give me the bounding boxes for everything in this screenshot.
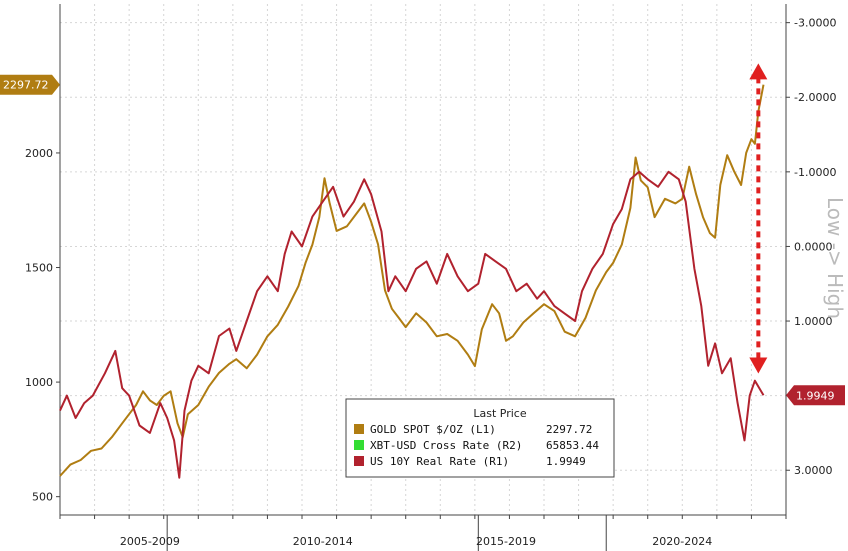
legend-box — [345, 398, 615, 478]
legend-entry-value: 2297.72 — [546, 423, 592, 436]
x-period-label: 2015-2019 — [476, 535, 536, 548]
legend-entry-value: 65853.44 — [546, 439, 599, 452]
right-side-label: Low -> High — [823, 197, 847, 319]
range-annotation — [749, 63, 768, 374]
left-tick-label: 1000 — [25, 376, 53, 389]
x-period-label: 2005-2009 — [120, 535, 180, 548]
legend-entry-name: US 10Y Real Rate (R1) — [370, 455, 509, 468]
legend-entry-name: XBT-USD Cross Rate (R2) — [370, 439, 522, 452]
left-tick-label: 1500 — [25, 262, 53, 275]
legend-swatch — [354, 456, 364, 466]
range-arrow-head-down — [749, 357, 768, 374]
legend-swatch — [354, 440, 364, 450]
range-arrow-head-up — [749, 63, 768, 80]
x-period-label: 2010-2014 — [293, 535, 353, 548]
gold-spot-line — [59, 84, 765, 477]
legend-entry-name: GOLD SPOT $/OZ (L1) — [370, 423, 496, 436]
right-tick-label: -1.0000 — [794, 166, 836, 179]
x-axis: 2005-2009 2010-2014 2015-2019 2020-2024 — [59, 515, 787, 548]
right-tick-label: 1.0000 — [794, 315, 833, 328]
x-period-label: 2020-2024 — [652, 535, 712, 548]
legend-title: Last Price — [473, 407, 526, 420]
left-tick-label: 2000 — [25, 147, 53, 160]
right-tick-label: -2.0000 — [794, 91, 836, 104]
left-tick-label: 500 — [32, 491, 53, 504]
left-last-value-tag — [0, 74, 60, 95]
left-last-value-text: 2297.72 — [3, 79, 49, 92]
legend: Last Price GOLD SPOT $/OZ (L1) 2297.72 XBT-… — [345, 398, 615, 478]
us-10y-real-rate-line — [59, 170, 765, 479]
period-separators — [166, 515, 607, 551]
right-last-value-tag — [786, 385, 845, 406]
series-lines — [59, 84, 765, 479]
right-last-value-text: 1.9949 — [796, 389, 835, 402]
right-tick-label: 3.0000 — [794, 464, 833, 477]
legend-swatch — [354, 424, 364, 434]
last-value-tags: 2297.72 1.9949 — [0, 74, 845, 406]
right-tick-label: -3.0000 — [794, 17, 836, 30]
legend-entry-value: 1.9949 — [546, 455, 586, 468]
right-tick-label: 0.0000 — [794, 240, 833, 253]
left-axis: 500 1000 1500 2000 — [25, 147, 60, 504]
